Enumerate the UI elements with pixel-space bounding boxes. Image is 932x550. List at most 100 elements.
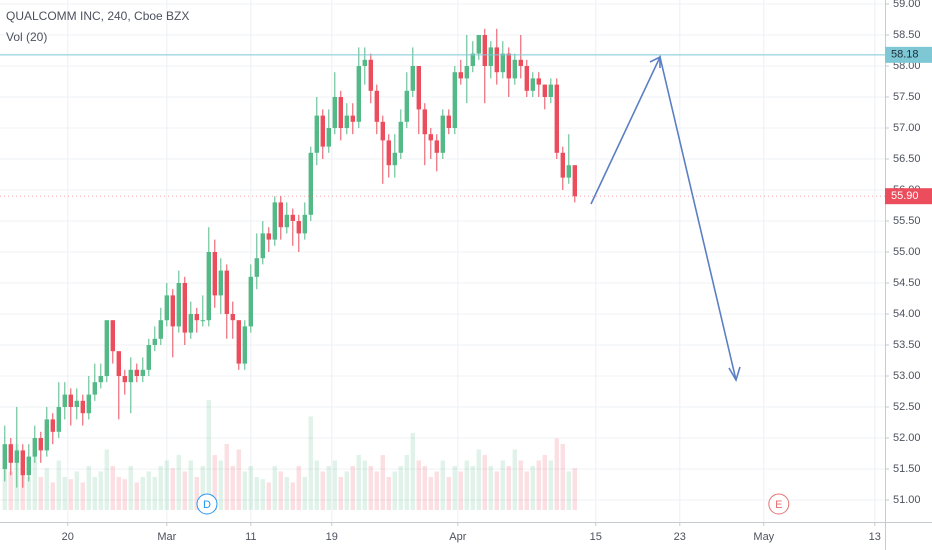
volume-bar [536, 460, 541, 510]
x-tick-label: 15 [590, 531, 602, 543]
candle-body [446, 115, 451, 128]
volume-bar [110, 466, 115, 510]
candle-body [164, 295, 169, 321]
volume-bar [446, 477, 451, 510]
volume-bar [242, 471, 247, 510]
volume-bar [422, 466, 427, 510]
candle-body [572, 165, 577, 197]
volume-bar [488, 466, 493, 510]
y-tick-label: 58.00 [893, 60, 921, 72]
x-tick-label: 23 [674, 531, 686, 543]
volume-bar [302, 477, 307, 510]
y-tick-label: 57.00 [893, 122, 921, 134]
price-label: 58.18 [891, 49, 919, 61]
x-tick-label: Apr [449, 531, 466, 543]
y-tick-label: 53.50 [893, 339, 921, 351]
volume-bar [8, 471, 13, 510]
volume-bar [290, 482, 295, 510]
candle-body [362, 59, 367, 66]
y-tick-label: 51.00 [893, 494, 921, 506]
volume-bar [32, 455, 37, 510]
candle-body [524, 66, 529, 91]
candle-body [560, 152, 565, 178]
candle-body [230, 314, 235, 321]
candle-body [464, 66, 469, 79]
volume-bar [104, 449, 109, 510]
candle-body [134, 369, 139, 376]
volume-bar [2, 466, 7, 510]
candle-body [350, 115, 355, 122]
volume-bar [434, 471, 439, 510]
candle-body [74, 400, 79, 407]
candle-body [458, 72, 463, 79]
volume-bar [518, 460, 523, 510]
volume-bar [254, 477, 259, 510]
candle-body [374, 90, 379, 122]
volume-bar [38, 477, 43, 510]
volume-bar [554, 438, 559, 510]
volume-bar [566, 471, 571, 510]
volume-bar [386, 477, 391, 510]
x-tick-label: 19 [326, 531, 338, 543]
volume-bar [500, 460, 505, 510]
candle-body [212, 252, 217, 296]
candle-body [2, 444, 7, 469]
candle-body [440, 115, 445, 153]
candle-body [344, 115, 349, 128]
candle-body [488, 47, 493, 66]
volume-bar [170, 468, 175, 510]
volume-bar [356, 455, 361, 510]
candle-body [296, 221, 301, 234]
candle-body [50, 419, 55, 432]
candle-body [548, 84, 553, 97]
volume-bar [332, 460, 337, 510]
candle-body [224, 270, 229, 314]
candle-body [278, 202, 283, 228]
candle-body [320, 115, 325, 147]
volume-bar [266, 482, 271, 510]
x-tick-label: 20 [62, 531, 74, 543]
candle-body [326, 128, 331, 147]
candle-body [38, 438, 43, 451]
arrow-head [649, 55, 661, 68]
volume-bar [56, 460, 61, 510]
volume-bar [392, 471, 397, 510]
volume-bar [338, 477, 343, 510]
volume-bar [572, 468, 577, 510]
candle-body [128, 369, 133, 383]
volume-bar [350, 466, 355, 510]
y-tick-label: 55.00 [893, 246, 921, 258]
event-marker [768, 493, 790, 515]
volume-bar [212, 455, 217, 510]
candle-body [338, 97, 343, 128]
candle-body [26, 456, 31, 476]
candle-body [428, 134, 433, 141]
volume-bar [188, 460, 193, 510]
volume-bar [80, 482, 85, 510]
volume-bar [158, 466, 163, 510]
y-tick-label: 51.50 [893, 463, 921, 475]
volume-bar [182, 471, 187, 510]
volume-bar [272, 466, 277, 510]
candle-body [242, 326, 247, 364]
candle-body [512, 59, 517, 79]
volume-bar [464, 460, 469, 510]
candle-body [248, 276, 253, 327]
candle-body [392, 152, 397, 166]
candle-body [434, 140, 439, 153]
candle-body [218, 270, 223, 296]
candle-body [536, 78, 541, 85]
y-tick-label: 54.00 [893, 308, 921, 320]
candle-body [206, 252, 211, 321]
volume-bar [476, 449, 481, 510]
candle-body [422, 109, 427, 135]
candle-body [14, 450, 19, 463]
volume-label: Vol (20) [6, 30, 47, 44]
x-tick-label: Mar [157, 531, 176, 543]
y-tick-label: 57.50 [893, 91, 921, 103]
event-label: D [203, 499, 211, 511]
volume-bar [320, 471, 325, 510]
volume-bar [410, 433, 415, 510]
chart-title: QUALCOMM INC, 240, Cboe BZX [6, 9, 189, 23]
